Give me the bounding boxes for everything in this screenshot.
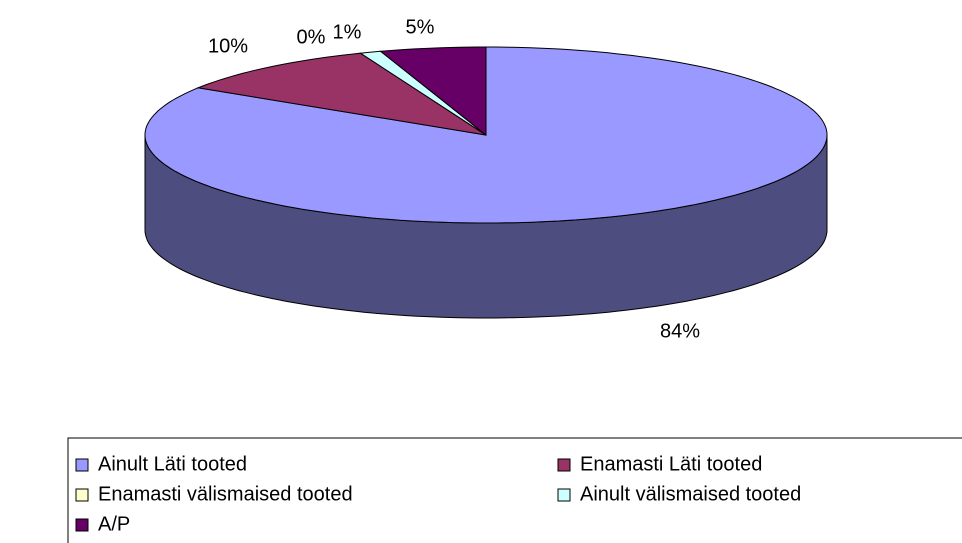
legend-label: Enamasti Läti tooted: [580, 453, 762, 475]
data-label: 5%: [406, 16, 435, 38]
data-label: 0%: [297, 26, 326, 48]
legend-marker: [75, 488, 89, 502]
slice: [379, 46, 487, 137]
legend-marker: [75, 458, 89, 472]
data-label: 84%: [660, 320, 700, 342]
legend-box: [67, 437, 962, 543]
legend-label: Ainult Läti tooted: [98, 453, 247, 475]
data-label: 10%: [208, 35, 248, 57]
legend-marker: [75, 518, 89, 532]
legend-label: Ainult välismaised tooted: [580, 483, 801, 505]
legend-marker: [557, 488, 571, 502]
legend-label: Enamasti välismaised tooted: [98, 483, 353, 505]
data-label: 1%: [333, 21, 362, 43]
legend-label: A/P: [98, 513, 130, 535]
slice: [196, 52, 487, 136]
legend-marker: [557, 458, 571, 472]
